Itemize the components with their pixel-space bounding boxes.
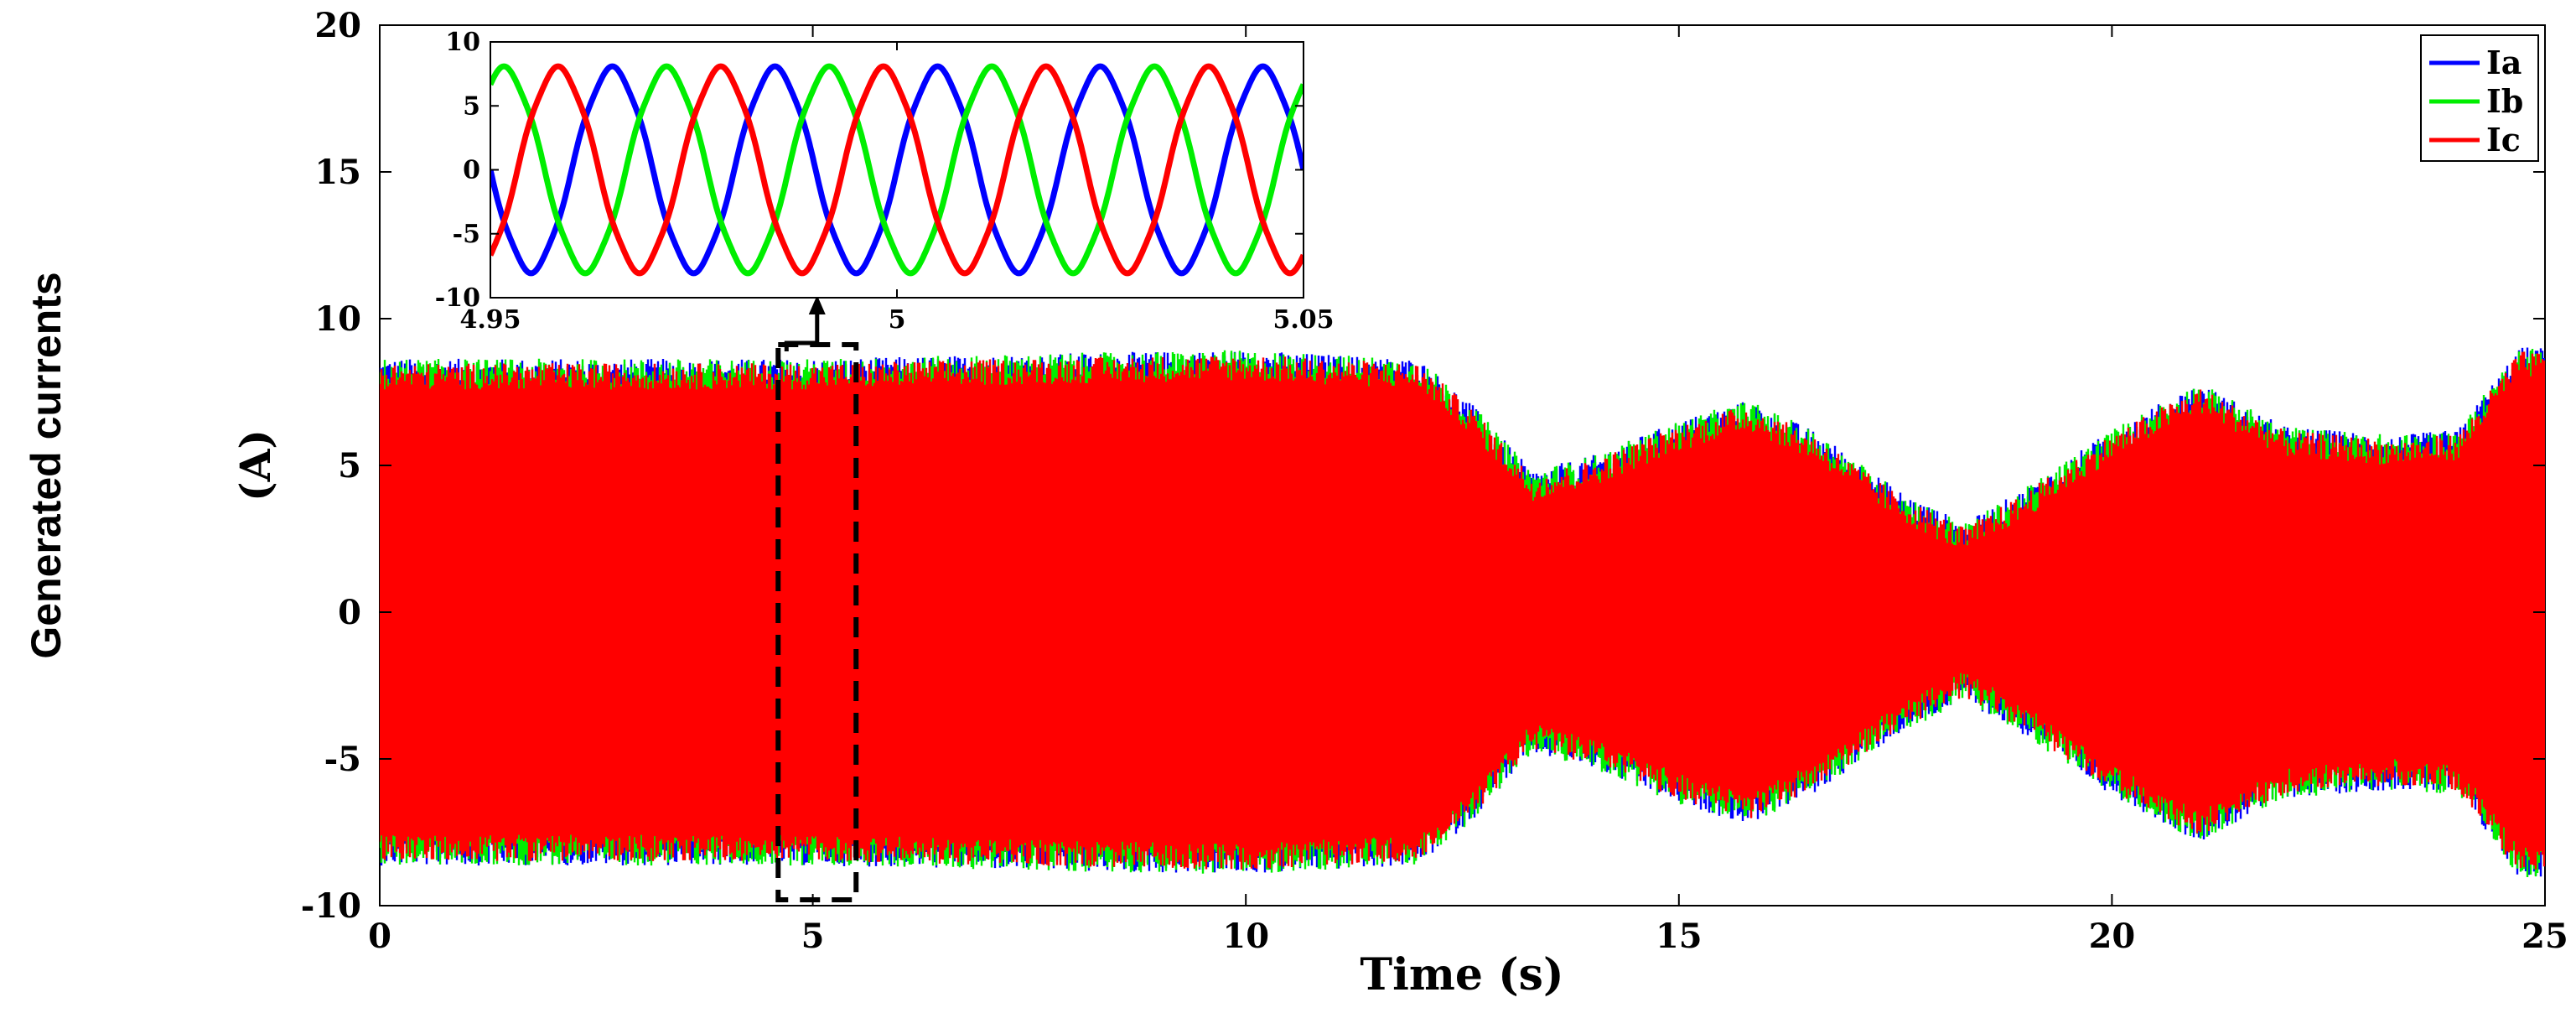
inset-axis-ticks: 4.95 5 5.05 -10 -5 0 5 10	[435, 28, 1335, 335]
inset-y-tick-label: -5	[453, 220, 480, 249]
zoom-arrowhead-icon	[808, 295, 826, 314]
y-axis-label-line2: (A)	[231, 429, 280, 501]
y-tick-label: 0	[338, 593, 361, 632]
main-series-group	[380, 347, 2545, 877]
y-tick-label: -5	[324, 740, 361, 779]
x-tick-label: 5	[801, 917, 825, 956]
x-tick-label: 15	[1656, 917, 1703, 956]
y-tick-label: 20	[314, 6, 361, 45]
x-axis-label: Time (s)	[1360, 949, 1563, 1000]
x-tick-label: 25	[2522, 917, 2568, 956]
inset-x-tick-label: 4.95	[459, 305, 521, 335]
inset-y-tick-label: -10	[435, 283, 480, 313]
inset-series-ia	[490, 63, 1304, 277]
x-tick-label: 10	[1222, 917, 1269, 956]
inset-series-group	[490, 63, 1304, 277]
y-axis-label-line1: Generated currents	[23, 272, 70, 658]
y-tick-label: 10	[314, 299, 361, 339]
main-series-ic	[380, 351, 2545, 870]
legend-label-ia: Ia	[2486, 44, 2522, 81]
inset-series-ic	[490, 63, 1304, 277]
legend-label-ib: Ib	[2486, 82, 2523, 120]
inset-y-tick-label: 10	[445, 28, 480, 57]
inset-x-tick-label: 5	[889, 305, 906, 335]
x-tick-label: 0	[368, 917, 391, 956]
main-axis-ticks: 0 5 10 15 20 25 -10 -5 0 5 10 15 20	[301, 6, 2568, 956]
inset-y-tick-label: 5	[463, 91, 480, 121]
x-tick-label: 20	[2089, 917, 2136, 956]
zoom-connector-arrow	[784, 310, 820, 351]
inset-x-tick-label: 5.05	[1272, 305, 1334, 335]
legend-label-ic: Ic	[2486, 121, 2521, 158]
inset-series-ib	[490, 63, 1304, 277]
inset-y-tick-label: 0	[463, 156, 480, 185]
y-tick-label: 5	[338, 446, 361, 486]
y-tick-label: -10	[301, 886, 361, 926]
y-tick-label: 15	[314, 153, 361, 192]
